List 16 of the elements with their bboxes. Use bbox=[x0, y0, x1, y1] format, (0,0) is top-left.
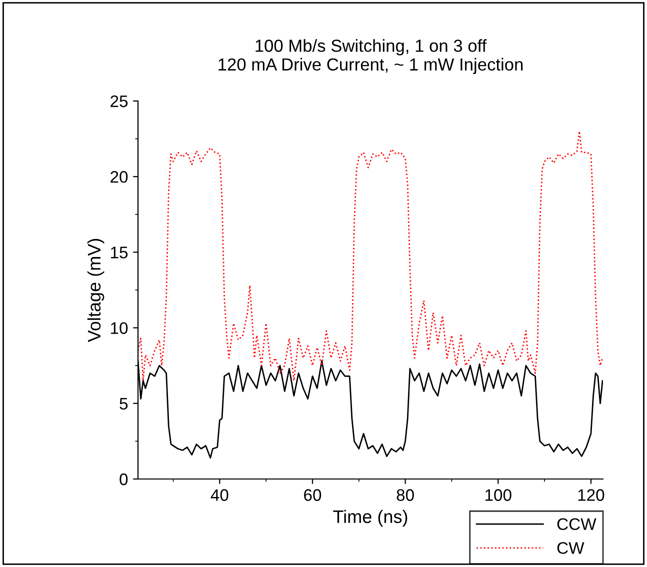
legend-label: CCW bbox=[557, 518, 596, 530]
y-tick-label: 0 bbox=[120, 473, 128, 486]
x-axis-title: Time (ns) bbox=[333, 510, 408, 527]
chart-title: 100 Mb/s Switching, 1 on 3 off 120 mA Drive Current, ~ 1 mW Injection bbox=[218, 39, 523, 74]
x-tick-label: 100 bbox=[485, 489, 512, 501]
x-tick-label: 60 bbox=[304, 489, 322, 501]
y-axis-title: Voltage (mV) bbox=[87, 238, 104, 342]
x-tick-label: 40 bbox=[210, 489, 228, 501]
x-tick-label: 120 bbox=[578, 489, 604, 501]
y-tick-label: 20 bbox=[110, 171, 128, 183]
y-tick-label: 5 bbox=[120, 398, 128, 410]
legend-label: CW bbox=[557, 542, 584, 554]
y-tick-label: 25 bbox=[110, 95, 128, 108]
y-tick-label: 15 bbox=[111, 246, 128, 258]
x-tick-label: 80 bbox=[396, 489, 414, 501]
y-tick-label: 10 bbox=[111, 322, 128, 334]
